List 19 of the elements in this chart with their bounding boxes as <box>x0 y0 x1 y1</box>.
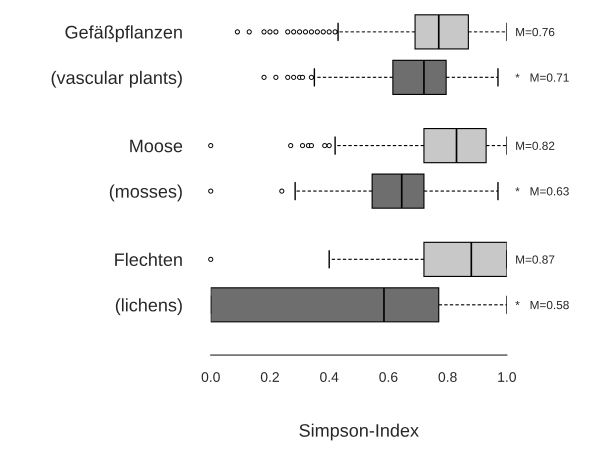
y-tick-label: Flechten <box>115 252 182 266</box>
x-tick-label: 1.0 <box>498 372 516 382</box>
y2-tick-label: * M=0.58 <box>515 300 569 310</box>
y-tick-label: (lichens) <box>116 298 182 316</box>
y2-tick-label: M=0.76 <box>516 28 554 36</box>
y2-tick-label: * M=0.63 <box>515 187 569 196</box>
x-tick-label: 0.6 <box>379 372 398 382</box>
x-tick-label: 0.0 <box>202 372 220 382</box>
y-tick-label: (vascular plants) <box>52 70 182 88</box>
y-tick-label: (mosses) <box>110 184 182 202</box>
x-tick-label: 0.2 <box>260 372 279 382</box>
y2-tick-label: M=0.82 <box>516 142 554 150</box>
y-tick-label: Moose <box>130 140 182 152</box>
y2-tick-label: M=0.87 <box>516 255 554 264</box>
y2-tick-label: * M=0.71 <box>515 73 569 82</box>
y-tick-label: Gefäßpflanzen <box>65 25 182 42</box>
x-tick-label: 0.8 <box>438 372 457 382</box>
x-axis-title: Simpson-Index <box>299 424 419 440</box>
x-tick-label: 0.4 <box>320 372 338 382</box>
